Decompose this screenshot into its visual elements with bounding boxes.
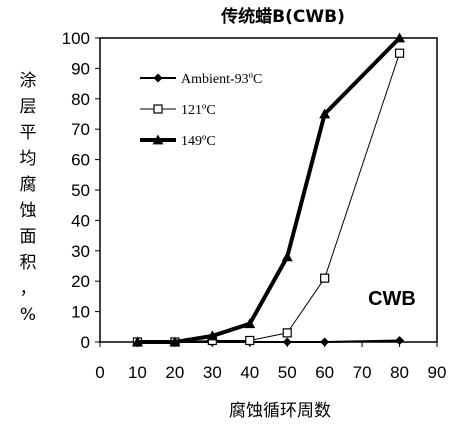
y-tick-label: 40 (71, 211, 90, 230)
legend-label: 121ºC (181, 103, 216, 118)
data-point (282, 337, 292, 347)
y-tick-label: 80 (71, 90, 90, 109)
data-point (394, 32, 406, 43)
y-axis-label-char: 均 (20, 149, 37, 169)
y-axis-label-char: ， (20, 279, 37, 299)
y-axis-label-char: 蚀 (20, 201, 37, 221)
series-line (137, 53, 401, 343)
y-axis-label-char: 积 (20, 253, 37, 273)
y-tick-label: 30 (71, 242, 90, 261)
x-tick-label: 40 (240, 363, 259, 382)
legend-label: 149ºC (181, 134, 216, 149)
x-tick-label: 80 (390, 363, 409, 382)
series-layer (131, 32, 406, 347)
y-tick-label: 100 (62, 29, 90, 48)
y-tick-label: 10 (71, 303, 90, 322)
y-tick-label: 20 (71, 272, 90, 291)
data-point (169, 336, 181, 347)
y-axis-label-char: 平 (20, 123, 37, 143)
data-point (319, 108, 331, 119)
data-point (244, 318, 256, 329)
y-axis-label-char: % (20, 305, 36, 325)
x-tick-label: 10 (128, 363, 147, 382)
y-tick-label: 60 (71, 151, 90, 170)
series-line (137, 36, 401, 344)
series-2 (132, 48, 405, 347)
y-axis-ticks: 0 10 20 30 40 50 60 70 80 90 100 (62, 29, 100, 352)
data-point (320, 337, 330, 347)
data-point (281, 251, 293, 262)
data-point (131, 336, 143, 347)
x-tick-label: 60 (315, 363, 334, 382)
y-axis-label-char: 层 (20, 97, 37, 117)
data-point (394, 48, 405, 58)
y-axis-label-char: 涂 (20, 71, 37, 91)
x-axis-ticks: 0 10 20 30 40 50 60 70 80 90 (95, 342, 446, 382)
legend-marker (153, 104, 163, 114)
legend: Ambient-93ºC 121ºC 149ºC (140, 72, 262, 149)
legend-marker (153, 73, 163, 83)
x-tick-label: 50 (278, 363, 297, 382)
y-tick-label: 50 (71, 181, 90, 200)
legend-marker (152, 134, 164, 145)
data-point (245, 335, 255, 346)
x-tick-label: 70 (353, 363, 372, 382)
data-point (320, 273, 330, 283)
legend-label: Ambient-93ºC (181, 72, 262, 87)
x-tick-label: 20 (165, 363, 184, 382)
data-point (282, 328, 292, 338)
y-tick-label: 70 (71, 120, 90, 139)
y-tick-label: 0 (81, 333, 90, 352)
series-3 (131, 32, 406, 347)
chart-title: 传统蜡B(CWB) (220, 6, 345, 27)
x-tick-label: 30 (203, 363, 222, 382)
data-point (206, 330, 218, 341)
y-axis-label-char: 腐 (20, 175, 37, 195)
x-axis-label: 腐蚀循环周数 (229, 401, 331, 421)
data-point (395, 335, 405, 345)
y-axis-label-char: 面 (20, 227, 37, 247)
x-tick-label: 0 (95, 363, 104, 382)
x-tick-label: 90 (428, 363, 447, 382)
cwb-annotation: CWB (368, 288, 416, 310)
y-tick-label: 90 (71, 59, 90, 78)
